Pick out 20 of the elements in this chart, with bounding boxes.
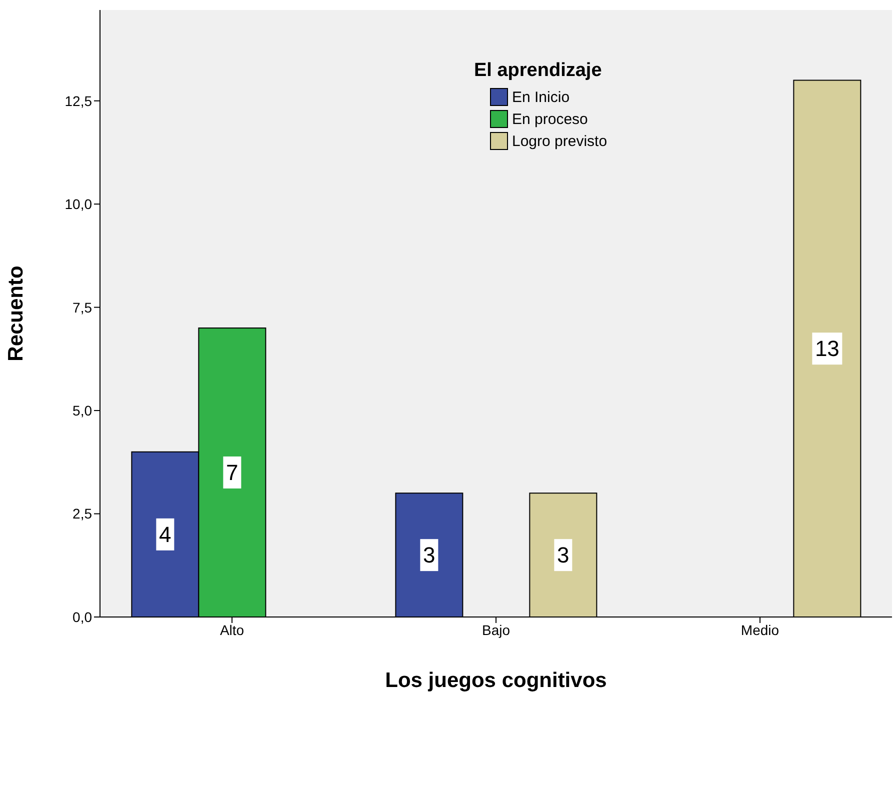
y-tick-label: 12,5	[64, 92, 92, 109]
y-axis-title: Recuento	[4, 266, 28, 362]
data-label: 3	[557, 542, 570, 568]
data-label: 7	[226, 460, 238, 485]
x-tick-label: Alto	[220, 622, 244, 638]
x-axis-title: Los juegos cognitivos	[385, 669, 607, 692]
y-tick-label: 10,0	[64, 196, 92, 212]
data-label: 3	[423, 542, 436, 568]
data-label: 13	[814, 336, 840, 362]
data-label: 4	[159, 522, 172, 547]
x-tick-label: Medio	[740, 622, 780, 638]
y-tick-label: 5,0	[72, 402, 92, 419]
legend-label: En proceso	[512, 110, 588, 128]
x-tick-label: Bajo	[482, 622, 510, 638]
y-tick-label: 2,5	[72, 506, 92, 522]
legend-title: El aprendizaje	[474, 60, 603, 82]
legend-label: En Inicio	[512, 88, 570, 106]
legend-label: Logro previsto	[512, 132, 608, 150]
y-tick-label: 0,0	[72, 608, 92, 625]
y-tick-label: 7,5	[72, 299, 92, 316]
